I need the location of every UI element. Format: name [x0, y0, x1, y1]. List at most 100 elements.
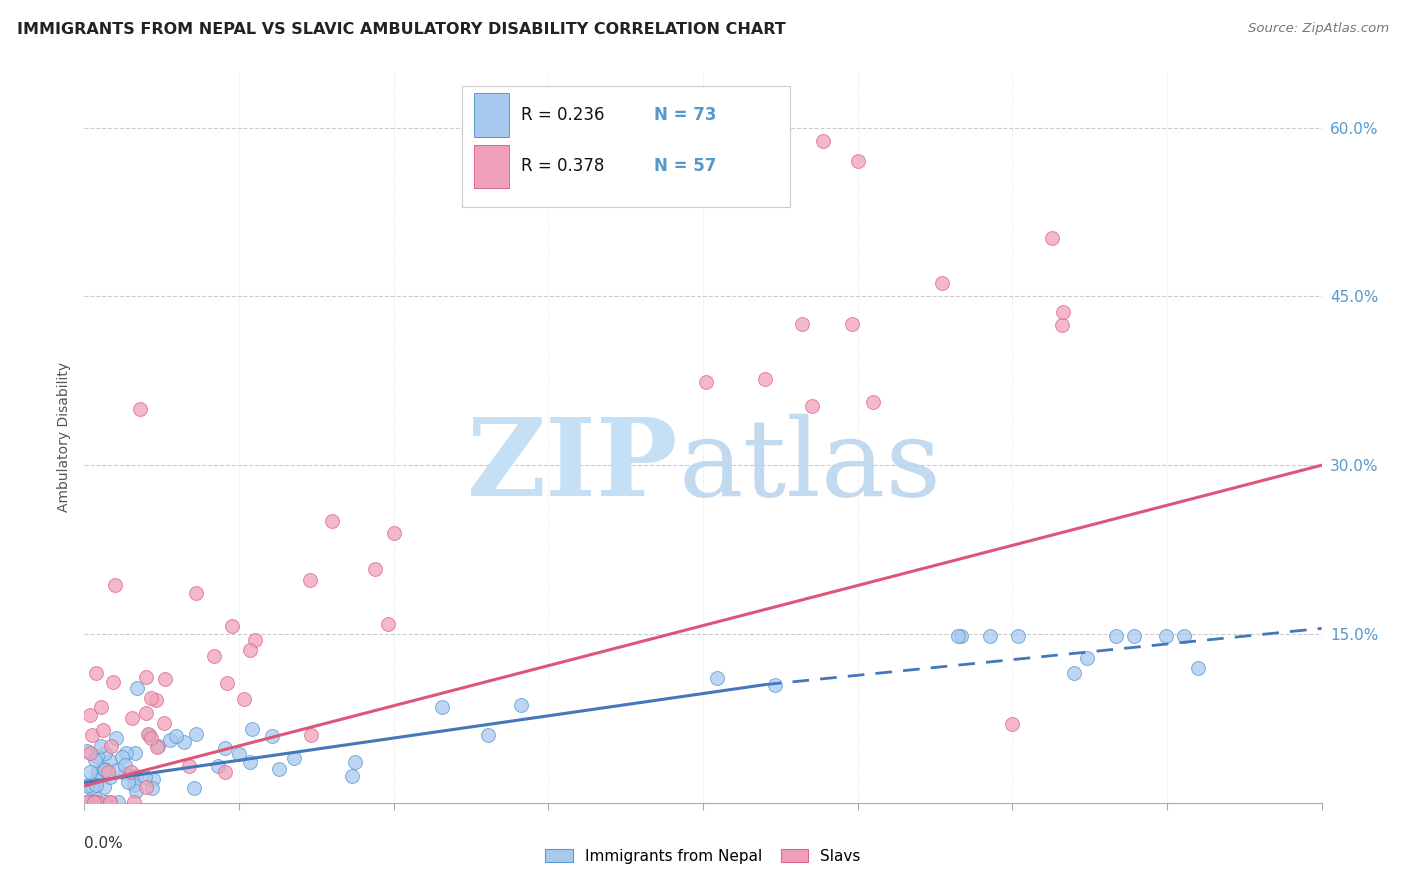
Point [1187, 661, 1209, 675]
Point [233, 691, 256, 706]
Point [1123, 629, 1146, 643]
Text: Source: ZipAtlas.com: Source: ZipAtlas.com [1249, 22, 1389, 36]
Point [344, 755, 367, 769]
Point [84, 665, 107, 680]
Point [114, 765, 136, 780]
Point [184, 586, 207, 600]
Point [142, 772, 165, 786]
Point [98, 771, 121, 785]
Point [79, 764, 101, 779]
Point [135, 706, 157, 720]
Point [93, 780, 115, 794]
Point [510, 698, 533, 712]
Point [111, 750, 134, 764]
Point [76, 795, 98, 809]
Point [243, 633, 266, 648]
Point [299, 573, 322, 587]
Point [215, 676, 238, 690]
Point [83, 795, 105, 809]
Point [86, 764, 108, 778]
Point [90, 700, 112, 714]
Point [706, 671, 728, 685]
Point [141, 780, 163, 795]
Point [846, 154, 869, 169]
Point [104, 578, 127, 592]
Point [342, 768, 364, 782]
Point [125, 784, 148, 798]
Point [173, 735, 195, 749]
Point [1052, 304, 1074, 318]
Point [1173, 629, 1195, 643]
Point [101, 675, 124, 690]
Point [813, 135, 835, 149]
Point [239, 643, 262, 657]
Point [76, 779, 98, 793]
Point [165, 729, 187, 743]
Point [260, 729, 283, 743]
Point [138, 728, 160, 742]
Point [98, 795, 121, 809]
Point [114, 747, 136, 761]
Point [269, 762, 291, 776]
Text: ZIP: ZIP [467, 413, 678, 519]
Point [82, 795, 104, 809]
Point [1040, 230, 1063, 244]
Point [754, 371, 776, 385]
Point [283, 751, 305, 765]
Point [377, 616, 399, 631]
Point [93, 764, 115, 778]
Point [84, 779, 107, 793]
Point [117, 775, 139, 789]
Point [183, 780, 205, 795]
Point [121, 711, 143, 725]
Point [91, 723, 114, 737]
Point [107, 795, 129, 809]
Point [79, 746, 101, 760]
Text: N = 73: N = 73 [654, 106, 716, 124]
Point [790, 318, 813, 332]
Point [84, 773, 107, 788]
Point [382, 525, 405, 540]
Legend: Immigrants from Nepal, Slavs: Immigrants from Nepal, Slavs [541, 844, 865, 868]
Point [862, 394, 884, 409]
Point [214, 740, 236, 755]
Point [321, 515, 343, 529]
Point [979, 629, 1001, 643]
Point [135, 780, 157, 795]
Point [841, 318, 863, 332]
Point [120, 765, 142, 780]
Point [146, 740, 169, 755]
Point [950, 629, 973, 643]
Point [100, 755, 122, 769]
Point [239, 756, 262, 770]
Point [80, 728, 103, 742]
Point [93, 762, 115, 776]
Point [124, 769, 146, 783]
Point [79, 708, 101, 723]
Point [931, 276, 953, 290]
Point [214, 765, 236, 780]
Y-axis label: Ambulatory Disability: Ambulatory Disability [58, 362, 72, 512]
Point [83, 777, 105, 791]
Point [86, 795, 108, 809]
Point [1154, 629, 1177, 643]
Point [430, 699, 453, 714]
Point [139, 731, 162, 746]
Point [90, 739, 112, 753]
Point [763, 678, 786, 692]
Point [84, 795, 107, 809]
Point [124, 746, 146, 760]
Point [141, 691, 163, 706]
Point [77, 778, 100, 792]
FancyBboxPatch shape [461, 86, 790, 207]
Text: IMMIGRANTS FROM NEPAL VS SLAVIC AMBULATORY DISABILITY CORRELATION CHART: IMMIGRANTS FROM NEPAL VS SLAVIC AMBULATO… [17, 22, 786, 37]
Point [104, 731, 127, 745]
Point [1050, 318, 1073, 332]
Point [105, 764, 128, 778]
Point [125, 681, 148, 695]
Point [477, 728, 499, 742]
Text: atlas: atlas [678, 414, 941, 519]
Point [800, 399, 823, 413]
Point [695, 376, 717, 390]
Point [153, 672, 176, 686]
